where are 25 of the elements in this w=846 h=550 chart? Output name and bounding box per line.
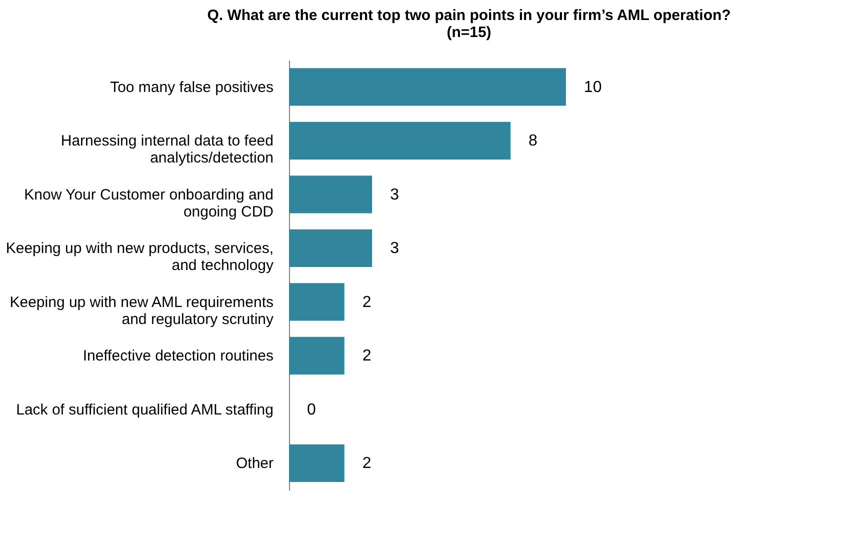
y-tick-label: Keeping up with new products, services, and technology bbox=[6, 240, 274, 274]
bar bbox=[289, 176, 372, 214]
bar bbox=[289, 68, 566, 106]
bar bbox=[289, 444, 344, 482]
data-label: 0 bbox=[307, 401, 316, 418]
data-label: 2 bbox=[362, 455, 372, 472]
data-label: 2 bbox=[362, 294, 372, 311]
data-label: 3 bbox=[390, 240, 400, 258]
y-tick-label: Lack of sufficient qualified AML staffing bbox=[16, 401, 274, 418]
y-tick-label: Know Your Customer onboarding and ongoing CDD bbox=[24, 186, 274, 220]
bar bbox=[289, 122, 511, 160]
y-tick-label: Too many false positives bbox=[110, 78, 274, 96]
y-tick-label: Harnessing internal data to feed analytics/detection bbox=[60, 132, 274, 167]
data-label: 3 bbox=[390, 186, 400, 204]
data-label: 8 bbox=[528, 132, 538, 150]
data-label: 10 bbox=[584, 78, 602, 96]
y-tick-label: Keeping up with new AML requirements and regulatory scrutiny bbox=[10, 294, 274, 328]
text: Q. What are the current top two pain points in your firm’s AML operation? bbox=[207, 7, 731, 24]
data-label: 2 bbox=[362, 348, 372, 365]
bar bbox=[289, 283, 344, 321]
bar bbox=[289, 336, 344, 374]
y-tick-label: Ineffective detection routines bbox=[82, 348, 274, 365]
text: (n=15) bbox=[446, 24, 492, 41]
bar bbox=[289, 229, 372, 267]
y-tick-label: Other bbox=[236, 455, 274, 472]
